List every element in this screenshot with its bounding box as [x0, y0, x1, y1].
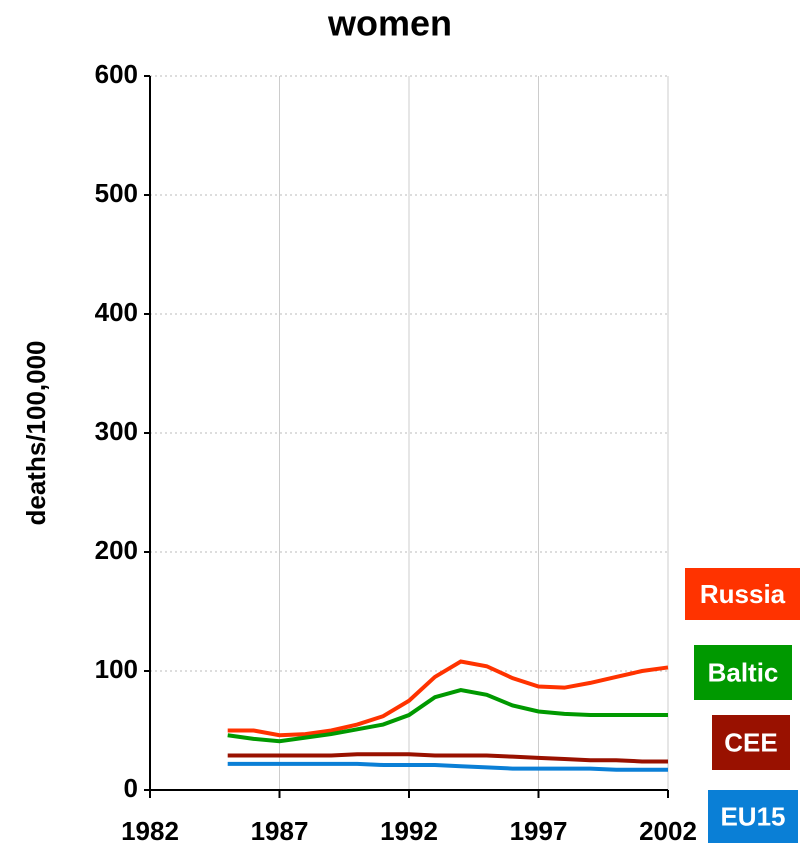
chart-title: women [327, 3, 452, 44]
x-tick-label: 1997 [510, 816, 568, 846]
line-series [227, 761, 668, 772]
y-tick-label: 500 [95, 178, 138, 208]
legend-label: Russia [700, 579, 786, 609]
y-tick-label: 100 [95, 654, 138, 684]
y-tick-label: 300 [95, 416, 138, 446]
legend-label: EU15 [720, 801, 785, 831]
line-series [227, 659, 669, 738]
legend-label: Baltic [708, 657, 779, 687]
line-series [227, 687, 668, 744]
x-tick-label: 1982 [121, 816, 179, 846]
x-tick-label: 1987 [251, 816, 309, 846]
legend-box [712, 715, 790, 770]
legend-label: CEE [724, 727, 777, 757]
y-tick-label: 400 [95, 297, 138, 327]
y-axis-label: deaths/100,000 [21, 340, 51, 525]
y-tick-label: 200 [95, 535, 138, 565]
x-tick-label: 1992 [380, 816, 438, 846]
legend-box [685, 568, 800, 620]
legend-box [708, 790, 798, 843]
x-tick-label: 2002 [639, 816, 697, 846]
y-tick-label: 0 [124, 773, 138, 803]
y-tick-label: 600 [95, 59, 138, 89]
legend-box [694, 645, 792, 700]
line-series [227, 752, 668, 764]
